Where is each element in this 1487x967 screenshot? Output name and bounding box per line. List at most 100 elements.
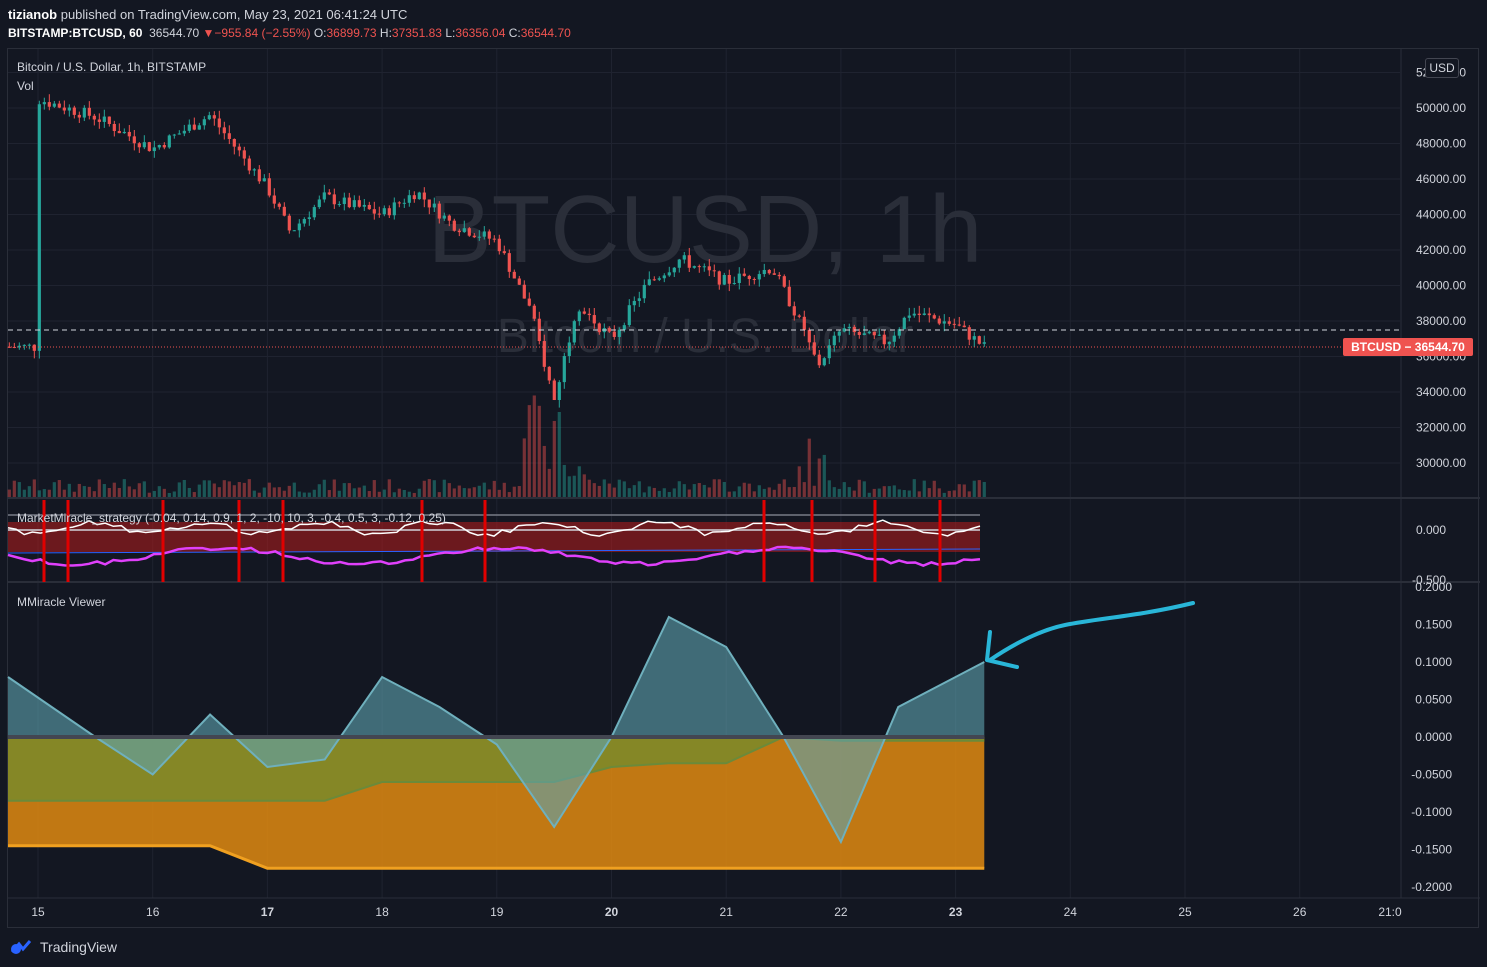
candle-body xyxy=(167,135,171,148)
volume-bar xyxy=(512,486,516,497)
volume-bar xyxy=(317,484,321,497)
time-axis[interactable]: 15 16 17 18 19 20 21 22 23 24 25 26 21:0 xyxy=(31,905,1402,919)
candle-body xyxy=(147,142,151,152)
volume-bar xyxy=(727,491,731,497)
candle-body xyxy=(102,116,106,122)
volume-bar xyxy=(697,483,701,497)
volume-bar xyxy=(197,484,201,497)
volume-bar xyxy=(927,488,931,497)
volume-bar xyxy=(337,490,341,497)
close-label: C: xyxy=(508,26,521,40)
candle-body xyxy=(627,305,631,326)
candle-body xyxy=(267,178,271,196)
candle-body xyxy=(152,147,156,152)
candle-body xyxy=(272,195,276,204)
volume-bar xyxy=(487,489,491,497)
candle-body xyxy=(297,223,301,231)
candle-body xyxy=(792,306,796,316)
volume-bar xyxy=(407,491,411,497)
volume-bar xyxy=(42,489,46,497)
viewer-axis[interactable]: 0.2000 0.1500 0.1000 0.0500 0.0000 -0.0500 -0.… xyxy=(1411,580,1452,894)
momentum-line xyxy=(7,615,985,845)
candle-body xyxy=(727,274,731,284)
price-tick-label: 38000.00 xyxy=(1416,314,1466,328)
volume-bar xyxy=(862,481,866,497)
candle-body xyxy=(757,274,761,280)
candle-body xyxy=(357,200,361,207)
volume-bar xyxy=(172,491,176,497)
volume-bar xyxy=(972,480,976,497)
volume-bar xyxy=(907,490,911,497)
price-tick-label: 48000.00 xyxy=(1416,137,1466,151)
candle-body xyxy=(662,275,666,279)
candle-body xyxy=(182,130,186,134)
volume-bar xyxy=(202,480,206,497)
volume-bar xyxy=(252,490,256,497)
candle-body xyxy=(767,269,771,274)
time-tick-label: 19 xyxy=(490,905,504,919)
strategy-tick-label: -0.500 xyxy=(1412,573,1446,587)
viewer-tick-label: 0.0000 xyxy=(1415,730,1452,744)
volume-bar xyxy=(347,483,351,497)
candle-body xyxy=(162,145,166,148)
watermark-small: Bitcoin / U.S. Dollar xyxy=(497,310,913,363)
candle-body xyxy=(57,103,61,108)
candle-body xyxy=(762,269,766,275)
volume-bar xyxy=(652,487,656,497)
strategy-axis[interactable]: 0.000 -0.500 xyxy=(1412,523,1446,587)
momentum-area xyxy=(8,617,985,842)
candle-body xyxy=(292,230,296,232)
time-tick-label: 18 xyxy=(375,905,389,919)
price-axis[interactable]: 52000.0050000.0048000.0046000.0044000.00… xyxy=(1416,66,1466,471)
volume-bar xyxy=(397,488,401,497)
candle-body xyxy=(822,358,826,366)
volume-bar xyxy=(217,487,221,497)
volume-bar xyxy=(797,466,801,497)
volume-bar xyxy=(182,479,186,497)
volume-bar xyxy=(307,492,311,497)
volume-bar xyxy=(32,479,36,497)
candle-body xyxy=(452,220,456,231)
candle-body xyxy=(222,127,226,134)
candle-body xyxy=(62,107,66,111)
viewer-tick-label: 0.1000 xyxy=(1415,655,1452,669)
candle-body xyxy=(157,145,161,148)
volume-bar xyxy=(687,489,691,497)
candle-body xyxy=(697,266,701,268)
low-value: 36356.04 xyxy=(455,26,506,40)
footer-brand[interactable]: TradingView xyxy=(8,936,117,958)
publisher-name[interactable]: tizianob xyxy=(8,7,58,22)
volume-bar xyxy=(682,484,686,497)
volume-bar xyxy=(602,479,606,497)
candle-body xyxy=(607,328,611,332)
candle-body xyxy=(227,133,231,139)
volume-bar xyxy=(587,479,591,497)
volume-bar xyxy=(92,491,96,497)
last-price: 36544.70 xyxy=(149,26,200,40)
volume-bar xyxy=(967,491,971,497)
candle-body xyxy=(322,192,326,200)
publish-info: tizianob published on TradingView.com, M… xyxy=(8,7,407,22)
candle-body xyxy=(787,286,791,307)
volume-bar xyxy=(877,488,881,497)
volume-bar xyxy=(942,492,946,497)
candle-body xyxy=(747,275,751,280)
strategy-magenta-line xyxy=(7,545,981,568)
candle-body xyxy=(562,356,566,383)
volume-bar xyxy=(692,484,696,497)
candle-body xyxy=(247,158,251,171)
candle-body xyxy=(437,203,441,219)
volume-bar xyxy=(892,485,896,497)
candle-body xyxy=(262,178,266,182)
volume-bar xyxy=(717,479,721,497)
volume-bar xyxy=(742,482,746,497)
currency-button[interactable]: USD xyxy=(1425,58,1459,78)
volume-bar xyxy=(492,480,496,497)
volume-bar xyxy=(77,483,81,497)
volume-bar xyxy=(267,482,271,497)
candle-body xyxy=(352,200,356,208)
volume-bar xyxy=(137,483,141,497)
candle-body xyxy=(327,192,331,195)
candle-body xyxy=(312,207,316,218)
